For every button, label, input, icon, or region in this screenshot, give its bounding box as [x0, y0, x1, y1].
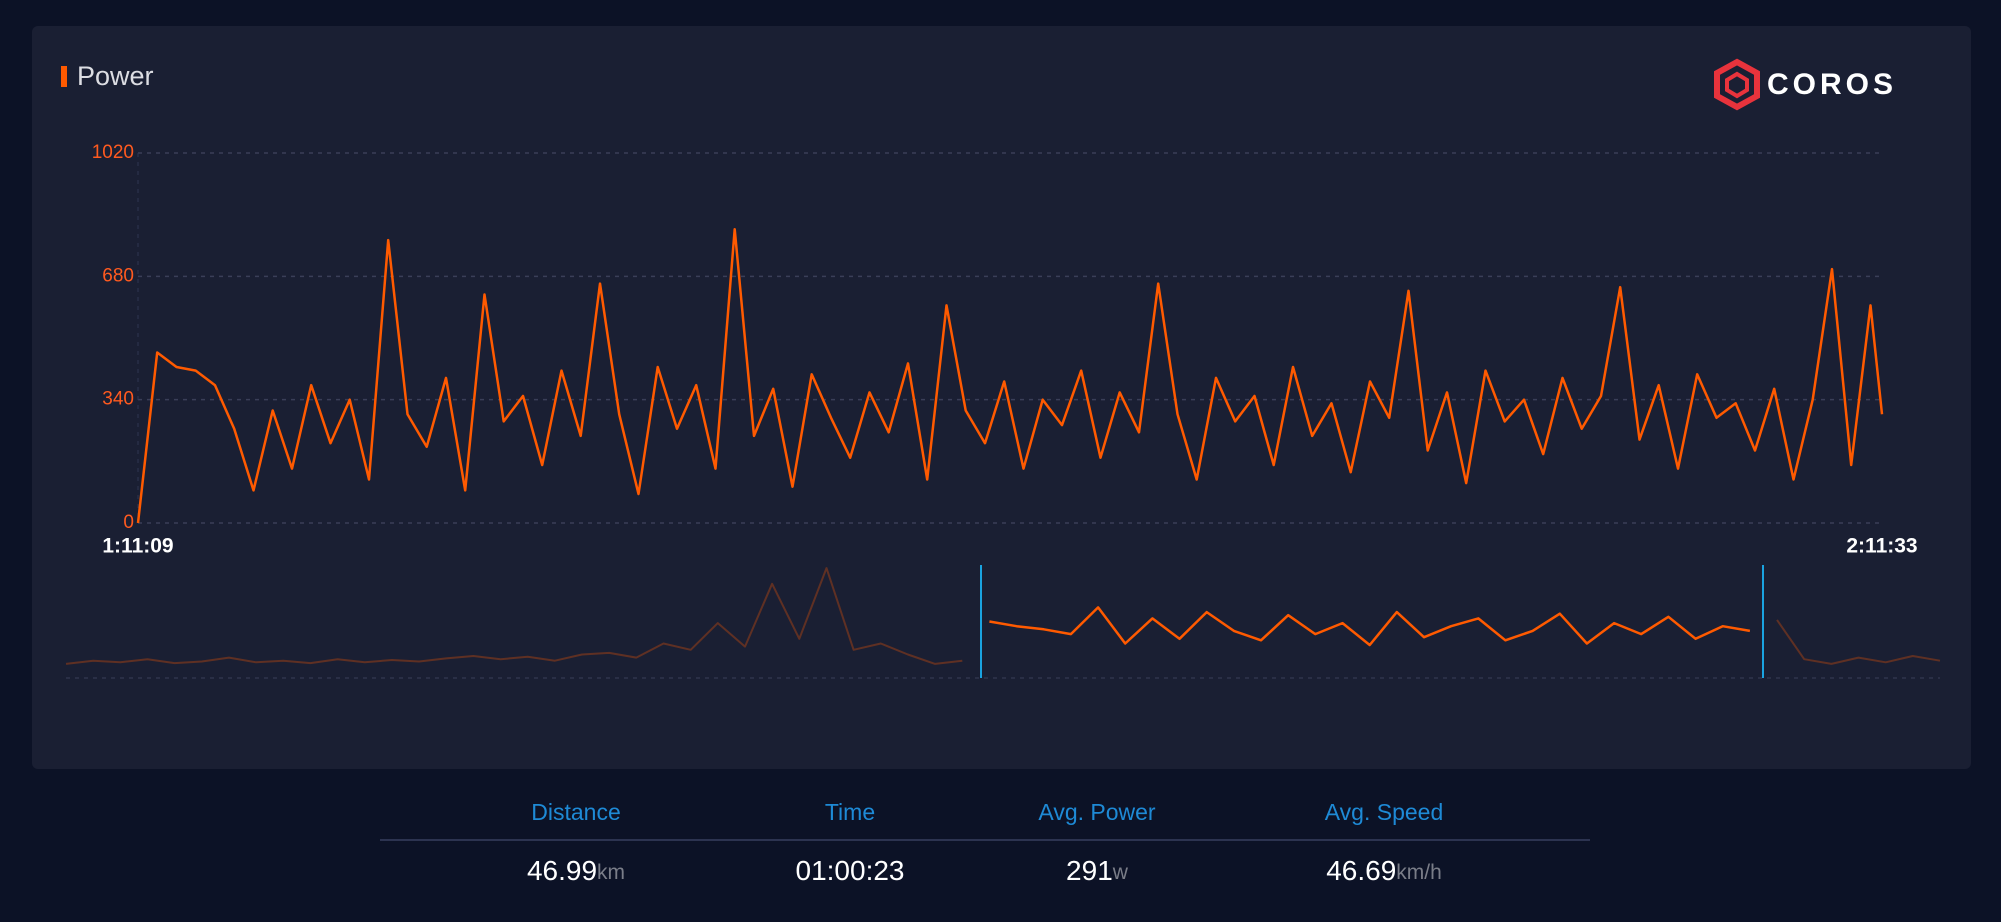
stat-label: Distance — [531, 799, 620, 825]
logo-icon-inner — [1725, 71, 1749, 99]
unit: w — [1112, 861, 1129, 884]
logo-text: COROS — [1767, 68, 1897, 101]
title-marker — [61, 66, 67, 87]
stat-value: 46.99km — [527, 855, 625, 886]
unit: km/h — [1396, 861, 1442, 884]
stat-label: Time — [825, 799, 875, 825]
stat-label: Avg. Power — [1038, 799, 1156, 825]
y-tick-label: 680 — [102, 265, 134, 286]
x-tick-label: 2:11:33 — [1846, 535, 1917, 558]
chart-title: Power — [77, 61, 154, 91]
value: 46.99 — [527, 855, 597, 886]
overview-line-selected — [989, 606, 1751, 647]
unit: km — [597, 861, 625, 884]
overview-line-dim — [65, 567, 1941, 665]
logo-icon — [1714, 58, 1760, 111]
stat-label: Avg. Speed — [1325, 799, 1444, 825]
y-tick-label: 1020 — [92, 142, 134, 163]
logo: COROS — [1714, 58, 1897, 111]
stat-value: 46.69km/h — [1326, 855, 1442, 886]
value: 46.69 — [1326, 855, 1396, 886]
y-tick-label: 0 — [123, 512, 134, 533]
power-line — [136, 227, 1884, 524]
panel — [32, 26, 1971, 769]
stat-value: 01:00:23 — [796, 855, 905, 886]
y-tick-label: 340 — [102, 389, 134, 410]
value: 291 — [1066, 855, 1113, 886]
stat-value: 291w — [1066, 855, 1129, 886]
x-tick-label: 1:11:09 — [102, 535, 173, 558]
value: 01:00:23 — [796, 855, 905, 886]
